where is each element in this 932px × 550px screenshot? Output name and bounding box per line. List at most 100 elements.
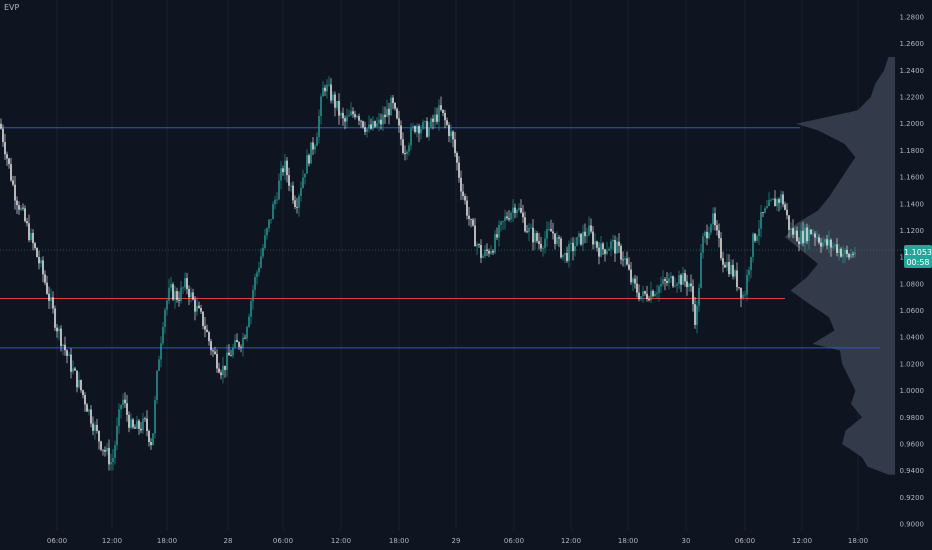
candle-body <box>328 84 330 86</box>
x-tick-label: 18:00 <box>848 537 868 545</box>
candle-body <box>818 237 820 243</box>
candle-body <box>378 119 380 124</box>
candle-body <box>96 424 98 431</box>
candle-body <box>48 293 50 301</box>
candle-body <box>414 126 416 132</box>
candle-body <box>110 462 112 465</box>
candle-body <box>532 227 534 243</box>
y-tick-label: 1.2000 <box>900 120 925 128</box>
candle-body <box>666 280 668 283</box>
candle-body <box>764 208 766 213</box>
candle-body <box>444 112 446 121</box>
candle-body <box>202 311 204 326</box>
candle-body <box>602 243 604 250</box>
last-price-badge-bg <box>904 245 932 268</box>
candle-body <box>456 153 458 163</box>
candle-body <box>158 359 160 371</box>
x-tick-label: 06:00 <box>47 537 67 545</box>
candle-body <box>356 116 358 118</box>
candle-body <box>270 219 272 221</box>
candle-body <box>748 270 750 275</box>
candle-body <box>450 131 452 137</box>
candle-body <box>538 241 540 244</box>
candle-body <box>66 350 68 356</box>
candle-body <box>638 292 640 300</box>
candle-body <box>640 296 642 300</box>
candle-body <box>734 270 736 277</box>
candle-body <box>406 151 408 155</box>
candle-body <box>680 275 682 285</box>
x-tick-label: 30 <box>682 537 691 545</box>
candle-body <box>718 230 720 239</box>
candle-body <box>336 100 338 108</box>
candle-body <box>558 237 560 239</box>
candle-body <box>462 191 464 196</box>
candle-body <box>496 234 498 238</box>
candle-body <box>662 279 664 285</box>
candle-body <box>172 284 174 300</box>
candle-body <box>352 111 354 115</box>
y-tick-label: 0.9400 <box>900 467 925 475</box>
candle-body <box>832 245 834 248</box>
candle-body <box>318 116 320 137</box>
candle-body <box>234 340 236 348</box>
candle-body <box>672 276 674 287</box>
candle-body <box>572 242 574 252</box>
candle-body <box>38 256 40 264</box>
candle-body <box>326 84 328 92</box>
candle-body <box>78 380 80 388</box>
candle-body <box>92 423 94 431</box>
x-tick-label: 06:00 <box>504 537 524 545</box>
candle-body <box>244 337 246 339</box>
candle-body <box>480 245 482 258</box>
candle-body <box>596 241 598 248</box>
candle-body <box>68 354 70 356</box>
candle-body <box>402 139 404 154</box>
candle-body <box>816 237 818 239</box>
candle-body <box>34 243 36 249</box>
candle-body <box>56 327 58 332</box>
x-tick-label: 18:00 <box>389 537 409 545</box>
candle-body <box>370 124 372 129</box>
candle-body <box>820 242 822 247</box>
candle-body <box>224 365 226 370</box>
candle-body <box>582 231 584 245</box>
candle-body <box>150 442 152 446</box>
candle-body <box>154 400 156 434</box>
candle-body <box>86 404 88 412</box>
candle-body <box>736 270 738 288</box>
candle-body <box>554 233 556 244</box>
candle-body <box>526 231 528 233</box>
candle-body <box>590 225 592 232</box>
candle-body <box>768 200 770 207</box>
candle-body <box>394 103 396 109</box>
candle-body <box>790 228 792 231</box>
candle-body <box>520 207 522 213</box>
candle-body <box>102 449 104 451</box>
candle-body <box>560 238 562 258</box>
candle-body <box>182 287 184 289</box>
candle-body <box>810 229 812 235</box>
candle-body <box>740 287 742 298</box>
candle-body <box>632 278 634 283</box>
candle-body <box>724 264 726 268</box>
candle-body <box>368 124 370 129</box>
candle-body <box>788 215 790 231</box>
candle-body <box>170 284 172 288</box>
candle-body <box>174 291 176 300</box>
candle-body <box>188 288 190 298</box>
candle-body <box>84 395 86 405</box>
x-axis[interactable]: 06:00 12:00 18:00 28 06:00 12:00 18:00 29 06:00 1… <box>47 537 868 545</box>
candle-body <box>322 87 324 97</box>
candle-body <box>710 224 712 233</box>
candle-body <box>80 380 82 391</box>
candle-body <box>828 239 830 246</box>
candle-body <box>556 237 558 244</box>
candle-body <box>306 155 308 174</box>
candle-body <box>580 233 582 245</box>
candle-body <box>382 114 384 125</box>
x-tick-label: 12:00 <box>561 537 581 545</box>
candle-body <box>32 232 34 244</box>
candle-body <box>660 284 662 287</box>
